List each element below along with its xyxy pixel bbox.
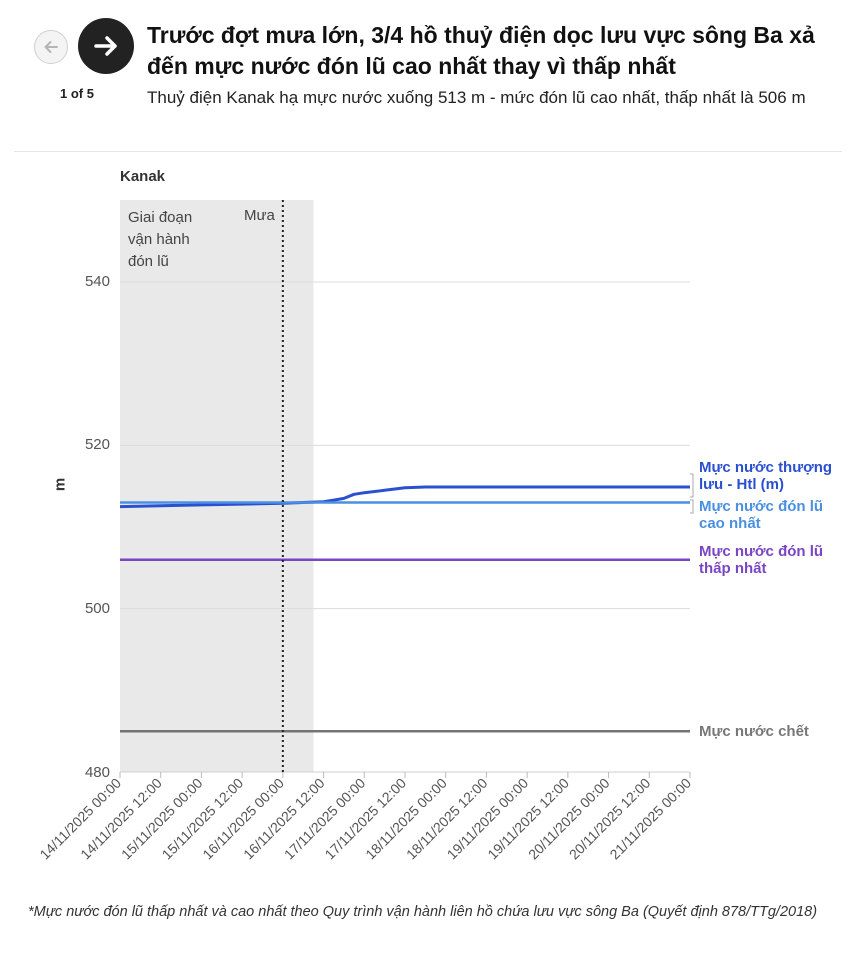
slide-counter: 1 of 5 [60,86,94,101]
page-title: Trước đợt mưa lớn, 3/4 hồ thuỷ điện dọc … [147,22,815,79]
y-tick-label: 540 [84,273,110,290]
series-lines [119,485,690,733]
y-axis-label: m [51,477,69,492]
arrow-left-icon [44,41,58,53]
label-brackets [690,473,694,514]
x-axis-ticks [119,772,691,778]
series-label-flood-level-max: Mực nước đón lũ cao nhất [699,498,824,532]
rain-label: Mưa [244,207,275,224]
page-subtitle: Thuỷ điện Kanak hạ mực nước xuống 513 m … [147,88,806,107]
next-slide-button[interactable] [78,18,134,74]
chart-panel-title: Kanak [120,168,166,185]
series-label-flood-level-min: Mực nước đón lũ thấp nhất [699,543,824,577]
flood-operation-phase-label: Giai đoạn vận hành đón lũ [128,209,193,270]
y-tick-label: 480 [84,764,110,781]
previous-slide-button[interactable] [34,30,68,64]
series-line [119,485,690,509]
gridlines [120,281,690,610]
series-label-dead-level: Mực nước chết [699,723,809,740]
series-label-upstream-level: Mực nước thượng lưu - Htl (m) [699,459,833,493]
flood-operation-shaded-region [120,200,314,772]
chart-footnote: *Mực nước đón lũ thấp nhất và cao nhất t… [28,904,818,920]
label-bracket [690,499,694,514]
label-bracket [690,473,694,498]
arrow-right-icon [94,36,117,56]
y-tick-label: 500 [84,600,110,617]
y-tick-label: 520 [84,436,110,453]
header-divider [14,151,842,152]
